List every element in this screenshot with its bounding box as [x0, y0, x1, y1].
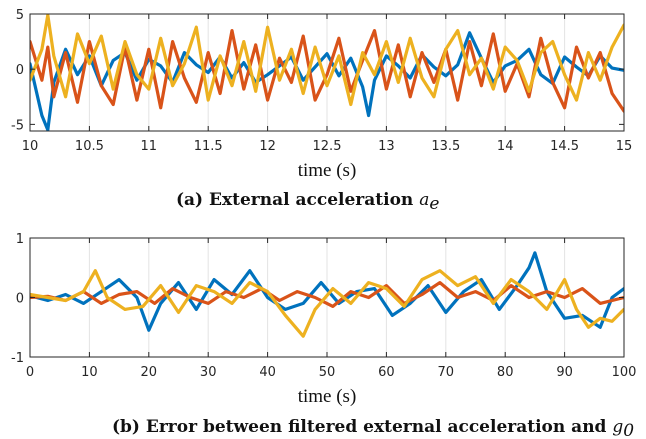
- x-tick-label: 11: [141, 139, 158, 154]
- series-line-1: [30, 281, 624, 308]
- panel-caption: (a) External acceleration ae: [176, 190, 439, 214]
- x-tick-label: 40: [259, 365, 276, 380]
- panel-caption: (b) Error between filtered external acce…: [112, 417, 634, 439]
- x-tick-label: 20: [141, 365, 158, 380]
- x-tick-label: 12: [259, 139, 276, 154]
- x-tick-label: 50: [319, 365, 336, 380]
- series-line-2: [30, 269, 624, 338]
- series-line-2: [30, 14, 624, 107]
- x-tick-label: 13: [378, 139, 395, 154]
- x-tick-label: 15: [616, 139, 633, 154]
- x-tick-label: 100: [612, 365, 637, 380]
- y-tick-label: 1: [16, 232, 24, 247]
- y-tick-label: -5: [11, 118, 24, 133]
- x-tick-label: 60: [378, 365, 395, 380]
- x-tick-label: 0: [26, 365, 34, 380]
- x-axis-label: time (s): [298, 386, 357, 407]
- y-tick-label: 0: [16, 292, 24, 307]
- x-tick-label: 70: [438, 365, 455, 380]
- x-tick-label: 12.5: [313, 139, 342, 154]
- x-tick-label: 30: [200, 365, 217, 380]
- x-tick-label: 10.5: [75, 139, 104, 154]
- x-tick-label: 10: [81, 365, 98, 380]
- x-tick-label: 90: [556, 365, 573, 380]
- x-axis-label: time (s): [298, 160, 357, 181]
- y-tick-label: 0: [16, 63, 24, 78]
- x-tick-label: 11.5: [194, 139, 223, 154]
- x-tick-label: 14: [497, 139, 514, 154]
- x-tick-label: 10: [22, 139, 39, 154]
- y-tick-label: 5: [16, 8, 24, 23]
- x-tick-label: 13.5: [431, 139, 460, 154]
- x-tick-label: 14.5: [550, 139, 579, 154]
- x-tick-label: 80: [497, 365, 514, 380]
- chart-panel-0: 10 10.5 11 11.5 12 12.5 13 13.5 14 14.5 15 -5 0 5 time…: [11, 8, 632, 214]
- y-tick-label: -1: [11, 351, 24, 366]
